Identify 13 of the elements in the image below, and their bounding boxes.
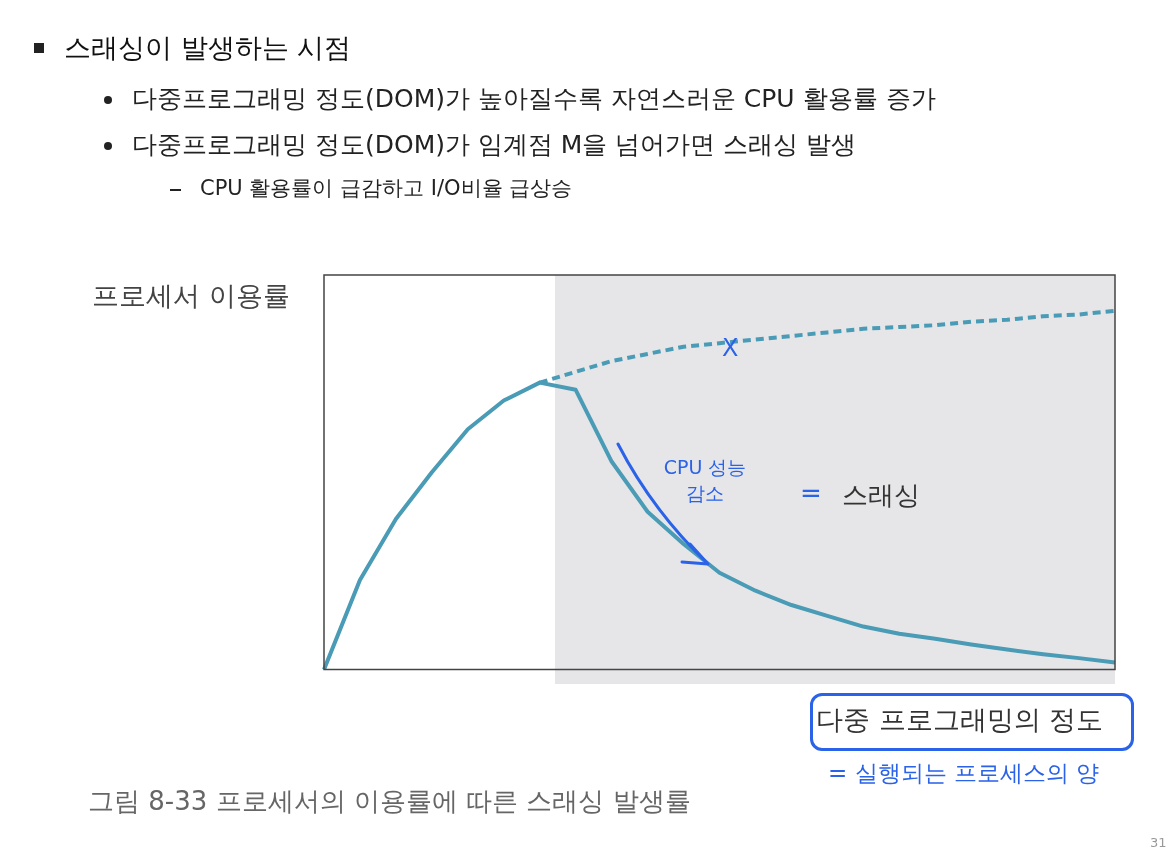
annotation: =: [800, 478, 822, 508]
x-axis-title: 다중 프로그래밍의 정도: [816, 703, 1104, 737]
text: 다중프로그래밍 정도(DOM)가 높아질수록 자연스러운 CPU 활용률 증가: [132, 83, 936, 115]
annotation: CPU 성능감소: [662, 455, 748, 506]
y-axis-title: 프로세서 이용률: [92, 279, 290, 313]
text: 31: [1150, 835, 1167, 850]
caption: 그림 8-33 프로세서의 이용률에 따른 스래싱 발생률: [88, 785, 691, 818]
annotation: 스래싱: [842, 479, 920, 512]
text: CPU 활용률이 급감하고 I/O비율 급상승: [200, 175, 573, 202]
chart-title: 스래싱이 발생하는 시점: [64, 31, 352, 65]
annotation: X: [722, 334, 739, 362]
text: 다중프로그래밍 정도(DOM)가 임계점 M을 넘어가면 스래싱 발생: [132, 129, 857, 161]
text: = 실행되는 프로세스의 양: [828, 759, 1100, 788]
